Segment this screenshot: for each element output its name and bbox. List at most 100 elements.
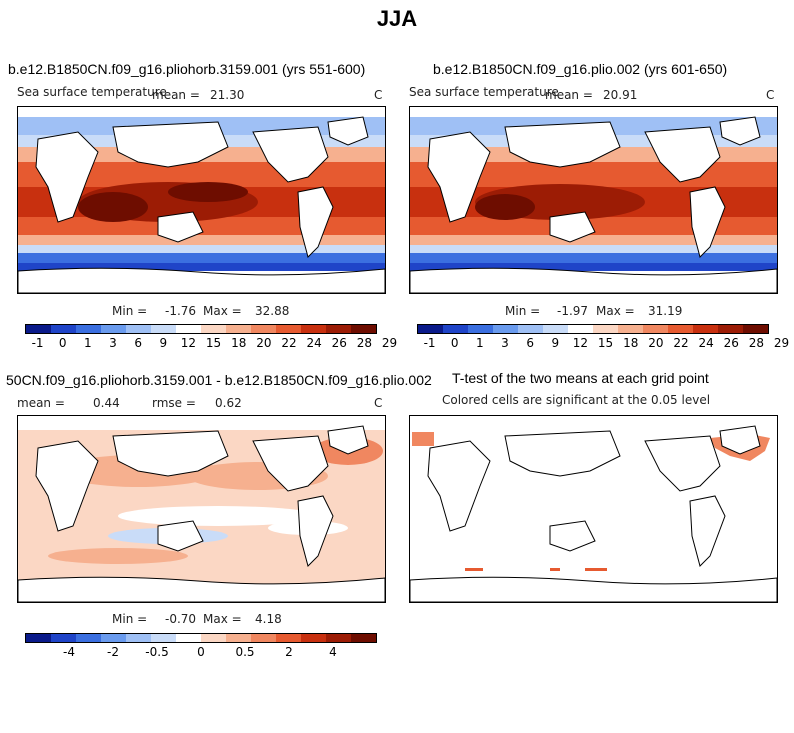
panel2-max-value: 31.19 bbox=[648, 304, 683, 318]
colorbar1-swatch bbox=[176, 325, 201, 333]
colorbar2-label: 12 bbox=[572, 336, 589, 350]
panel1-max-value: 32.88 bbox=[255, 304, 290, 318]
colorbar2-swatch bbox=[518, 325, 543, 333]
colorbar1-label: -1 bbox=[31, 336, 44, 350]
panel3-rmse-label: rmse = bbox=[152, 396, 196, 410]
colorbar1-label: 28 bbox=[356, 336, 373, 350]
colorbar2-swatch bbox=[443, 325, 468, 333]
panel2-min-label: Min = bbox=[505, 304, 541, 318]
colorbar2-swatch bbox=[693, 325, 718, 333]
colorbar3-label: -4 bbox=[63, 645, 75, 659]
panel4-significance-field bbox=[410, 416, 777, 602]
colorbar3-swatch bbox=[226, 634, 251, 642]
colorbar3-label: 0.5 bbox=[235, 645, 255, 659]
colorbar3-swatch bbox=[26, 634, 51, 642]
colorbar1-swatch bbox=[151, 325, 176, 333]
colorbar3-label: -0.5 bbox=[145, 645, 169, 659]
panel3-colorbar-labels: -4 -2 -0.5 0 0.5 2 4 bbox=[25, 645, 377, 659]
panel3-units: C bbox=[374, 396, 383, 410]
colorbar2-label: 26 bbox=[723, 336, 739, 350]
colorbar3-swatch bbox=[151, 634, 176, 642]
panel4-map bbox=[409, 415, 778, 603]
panel2-mean-label: mean = bbox=[545, 88, 593, 102]
figure-title: JJA bbox=[376, 6, 418, 31]
colorbar2-label: 29 bbox=[773, 336, 790, 350]
panel1-colorbar-labels: -1 0 1 3 6 9 12 15 18 20 22 24 26 28 29 bbox=[25, 336, 398, 350]
panel1-mean-value: 21.30 bbox=[210, 88, 245, 102]
panel2-max-label: Max = bbox=[596, 304, 635, 318]
panel3-max-label: Max = bbox=[203, 612, 242, 626]
colorbar1-label: 18 bbox=[231, 336, 247, 350]
colorbar2-swatch bbox=[618, 325, 643, 333]
panel1-units: C bbox=[374, 88, 383, 102]
colorbar1-label: 24 bbox=[306, 336, 322, 350]
panel3-min-label: Min = bbox=[112, 612, 148, 626]
panel3-min-value: -0.70 bbox=[165, 612, 197, 626]
colorbar1-swatch bbox=[101, 325, 126, 333]
colorbar3-swatch bbox=[276, 634, 301, 642]
panel1-min-value: -1.76 bbox=[165, 304, 197, 318]
colorbar3-label: 4 bbox=[329, 645, 337, 659]
panel3-colorbar bbox=[25, 633, 377, 643]
colorbar3-label: 2 bbox=[285, 645, 293, 659]
panel2-colorbar bbox=[417, 324, 769, 334]
panel2-sst-field bbox=[410, 107, 777, 293]
panel2-variable: Sea surface temperature bbox=[409, 85, 559, 99]
panel2-map bbox=[409, 106, 778, 294]
colorbar1-label: 20 bbox=[256, 336, 272, 350]
colorbar3-swatch bbox=[351, 634, 376, 642]
panel2-title: b.e12.B1850CN.f09_g16.plio.002 (yrs 601-… bbox=[433, 61, 728, 77]
panel4-title: T-test of the two means at each grid poi… bbox=[452, 370, 709, 386]
colorbar2-swatch bbox=[593, 325, 618, 333]
colorbar1-swatch bbox=[301, 325, 326, 333]
panel3-map bbox=[17, 415, 386, 603]
colorbar1-swatch bbox=[226, 325, 251, 333]
colorbar2-label: 3 bbox=[501, 336, 509, 350]
panel1-mean-label: mean = bbox=[152, 88, 200, 102]
colorbar3-swatch bbox=[76, 634, 101, 642]
panel1-min-label: Min = bbox=[112, 304, 148, 318]
colorbar3-swatch bbox=[176, 634, 201, 642]
colorbar1-label: 15 bbox=[205, 336, 222, 350]
colorbar2-swatch bbox=[718, 325, 743, 333]
panel1-colorbar bbox=[25, 324, 377, 334]
colorbar1-swatch bbox=[76, 325, 101, 333]
colorbar1-swatch bbox=[126, 325, 151, 333]
colorbar1-label: 9 bbox=[159, 336, 168, 350]
panel1-map bbox=[17, 106, 386, 294]
panel3-title: 50CN.f09_g16.pliohorb.3159.001 - b.e12.B… bbox=[6, 372, 432, 388]
colorbar1-swatch bbox=[51, 325, 76, 333]
colorbar2-swatch bbox=[468, 325, 493, 333]
panel3-mean-value: 0.44 bbox=[93, 396, 120, 410]
colorbar1-label: 22 bbox=[281, 336, 297, 350]
colorbar2-label: 28 bbox=[748, 336, 765, 350]
colorbar3-swatch bbox=[101, 634, 126, 642]
panel3-max-value: 4.18 bbox=[255, 612, 282, 626]
colorbar2-swatch bbox=[418, 325, 443, 333]
colorbar1-swatch bbox=[26, 325, 51, 333]
panel1-sst-field bbox=[18, 107, 385, 293]
panel3-mean-label: mean = bbox=[17, 396, 65, 410]
colorbar2-label: 15 bbox=[597, 336, 614, 350]
panel2-units: C bbox=[766, 88, 775, 102]
colorbar3-swatch bbox=[301, 634, 326, 642]
colorbar1-label: 26 bbox=[331, 336, 347, 350]
colorbar1-label: 29 bbox=[381, 336, 398, 350]
colorbar3-label: 0 bbox=[197, 645, 205, 659]
panel1-variable: Sea surface temperature bbox=[17, 85, 167, 99]
colorbar2-label: 18 bbox=[623, 336, 639, 350]
colorbar3-swatch bbox=[326, 634, 351, 642]
colorbar1-label: 1 bbox=[84, 336, 92, 350]
colorbar3-swatch bbox=[201, 634, 226, 642]
colorbar1-swatch bbox=[201, 325, 226, 333]
colorbar2-label: 9 bbox=[551, 336, 560, 350]
colorbar1-label: 0 bbox=[58, 336, 67, 350]
panel1-title: b.e12.B1850CN.f09_g16.pliohorb.3159.001 … bbox=[8, 61, 366, 77]
colorbar3-swatch bbox=[251, 634, 276, 642]
panel3-difference-field bbox=[18, 416, 385, 602]
colorbar1-swatch bbox=[326, 325, 351, 333]
colorbar2-label: 20 bbox=[648, 336, 664, 350]
colorbar2-swatch bbox=[493, 325, 518, 333]
colorbar2-label: -1 bbox=[423, 336, 436, 350]
colorbar2-label: 0 bbox=[450, 336, 459, 350]
